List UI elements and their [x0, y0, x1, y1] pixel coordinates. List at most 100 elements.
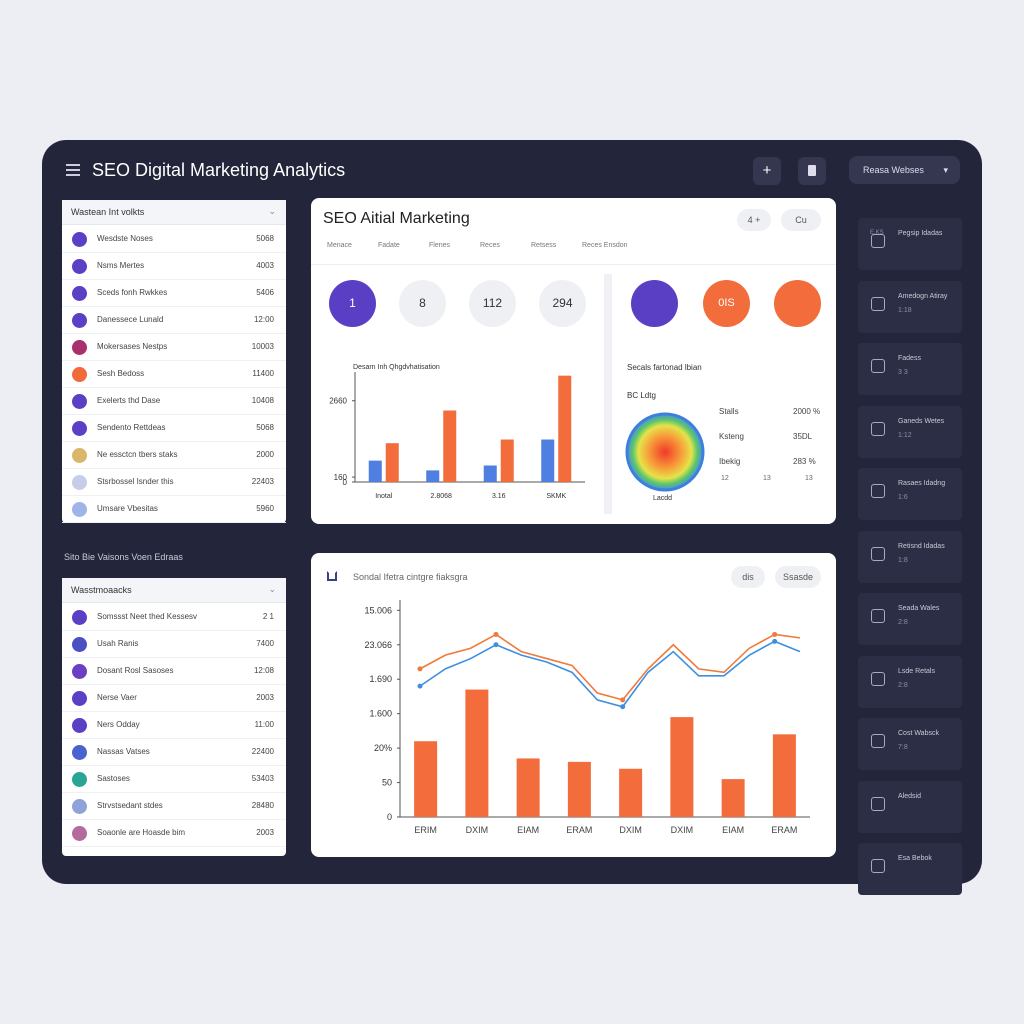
- sidebar-item[interactable]: Rasaes Idadng 1:6: [858, 468, 962, 520]
- list-row[interactable]: Ners Odday 11:00: [62, 712, 286, 739]
- sidebar-item[interactable]: Ganeds Wetes 1:12: [858, 405, 962, 458]
- list-row[interactable]: Sceds fonh Rwkkes 5406: [62, 280, 286, 307]
- sidebar-item[interactable]: Lsde Retals 2:8: [858, 655, 962, 708]
- sidebar-icon: [871, 859, 885, 873]
- icon-circle[interactable]: [774, 280, 821, 327]
- sidebar-label: Ganeds Wetes: [898, 417, 945, 425]
- tab[interactable]: Fadate: [378, 242, 400, 249]
- row-value: 7400: [256, 639, 274, 648]
- row-value: 4003: [256, 261, 274, 270]
- row-label: Somssst Neet thed Kessesv: [97, 612, 198, 621]
- sidebar-item[interactable]: Seada Wales 2:8: [858, 593, 962, 645]
- dropdown[interactable]: Reasa Webses ▾: [849, 156, 960, 184]
- sidebar-item[interactable]: Esa Bebok: [858, 843, 962, 895]
- legend-value: 35DL: [793, 432, 813, 441]
- sidebar-label: Lsde Retals: [898, 667, 935, 675]
- donut-subtitle: BC Ldtg: [627, 391, 656, 400]
- row-label: Strvstsedant stdes: [97, 801, 163, 810]
- row-label: Usah Ranis: [97, 639, 139, 648]
- list-row[interactable]: Nsms Mertes 4003: [62, 253, 286, 280]
- row-value: 5960: [256, 504, 274, 513]
- panel-button[interactable]: Ssasde: [775, 566, 821, 588]
- row-value: 5068: [256, 234, 274, 243]
- chevron[interactable]: ⌄: [268, 206, 276, 216]
- sidebar-label: Rasaes Idadng: [898, 480, 946, 487]
- list-row[interactable]: Nerse Vaer 2003: [62, 685, 286, 712]
- list-row[interactable]: Stsrbossel Isnder this 22403: [62, 469, 286, 496]
- sidebar-item[interactable]: Aledsid: [858, 780, 962, 833]
- divider: [604, 274, 612, 514]
- sidebar-label: Aledsid: [898, 792, 921, 800]
- list-row[interactable]: Sesh Bedoss 11400: [62, 361, 286, 388]
- list-row[interactable]: Mokersases Nestps 10003: [62, 334, 286, 361]
- row-icon: [72, 367, 87, 382]
- add-button[interactable]: +: [753, 157, 781, 185]
- panel-button[interactable]: 4 +: [737, 209, 771, 231]
- row-label: Soaonle are Hoasde bim: [97, 828, 186, 837]
- tab[interactable]: Retsess: [531, 242, 557, 249]
- icon-circle[interactable]: [631, 280, 678, 327]
- panel-button[interactable]: Cu: [781, 209, 821, 231]
- sidebar-label: Fadess: [898, 355, 921, 362]
- sidebar-sub: 1:8: [898, 556, 908, 564]
- row-label: Umsare Vbesitas: [97, 504, 158, 513]
- sidebar-item[interactable]: Amedogn Atiray 1:18: [858, 280, 962, 333]
- list-row[interactable]: Usah Ranis 7400: [62, 631, 286, 658]
- list-row[interactable]: Somssst Neet thed Kessesv 2 1: [62, 604, 286, 631]
- doc-button[interactable]: [798, 157, 826, 185]
- row-icon: [72, 313, 87, 328]
- row-label: Stsrbossel Isnder this: [97, 477, 174, 486]
- sidebar-label: Seada Wales: [898, 605, 940, 612]
- list-row[interactable]: Soaonle are Hoasde bim 2003: [62, 820, 286, 847]
- sidebar-item[interactable]: Pegsip Idadas E.KS: [858, 218, 962, 270]
- stat-circle: 8: [399, 280, 446, 327]
- sidebar-item[interactable]: Fadess 3 3: [858, 343, 962, 395]
- row-label: Wesdste Noses: [97, 234, 153, 243]
- sidebar-label: Cost Wabsck: [898, 730, 939, 737]
- panel-button[interactable]: dis: [731, 566, 765, 588]
- list-row[interactable]: Ne essctcn tbers staks 2000: [62, 442, 286, 469]
- tab[interactable]: Reces: [480, 242, 500, 249]
- sidebar-icon: [871, 671, 885, 686]
- sidebar-sub: 2:8: [898, 681, 908, 689]
- row-icon: [72, 637, 87, 652]
- row-icon: [72, 772, 87, 787]
- panel-title: Sondal Ifetra cintgre fiaksgra: [353, 572, 468, 582]
- sidebar-item[interactable]: Retisnd Idadas 1:8: [858, 530, 962, 583]
- sidebar-icon: [871, 296, 885, 311]
- tab[interactable]: Menace: [327, 242, 352, 249]
- sidebar-icon: [871, 609, 885, 623]
- divider: [311, 264, 836, 265]
- list-row[interactable]: Sastoses 53403: [62, 766, 286, 793]
- list-row[interactable]: Sendento Rettdeas 5068: [62, 415, 286, 442]
- row-icon: [72, 718, 87, 733]
- tab[interactable]: Reces Ensdon: [582, 242, 628, 249]
- list-row[interactable]: Strvstsedant stdes 28480: [62, 793, 286, 820]
- sidebar-label: Amedogn Atiray: [898, 292, 948, 300]
- menu-icon[interactable]: [66, 164, 80, 176]
- list-row[interactable]: Dosant Rosl Sasoses 12:08: [62, 658, 286, 685]
- row-icon: [72, 394, 87, 409]
- list-row[interactable]: Exelerts thd Dase 10408: [62, 388, 286, 415]
- row-label: Nsms Mertes: [97, 261, 145, 270]
- donut-footer: 12: [721, 475, 729, 482]
- chevron[interactable]: ⌄: [268, 584, 276, 594]
- main-panel: SEO Aitial Marketing 4 + Cu Menace Fadate…: [311, 198, 836, 524]
- stat-circle: 112: [469, 280, 516, 327]
- donut-footer: 13: [805, 475, 813, 482]
- tab[interactable]: Flenes: [429, 242, 451, 249]
- sidebar-item[interactable]: Cost Wabsck 7:8: [858, 718, 962, 770]
- icon-circle[interactable]: 0IS: [703, 280, 750, 327]
- list-row[interactable]: Wesdste Noses 5068: [62, 226, 286, 253]
- sidebar-icon: [871, 234, 885, 248]
- legend-label: Ksteng: [719, 432, 744, 441]
- row-icon: [72, 340, 87, 355]
- stat-circle: 294: [539, 280, 586, 327]
- row-icon: [72, 610, 87, 625]
- list-row[interactable]: Nassas Vatses 22400: [62, 739, 286, 766]
- list-row[interactable]: Umsare Vbesitas 5960: [62, 496, 286, 523]
- row-icon: [72, 286, 87, 301]
- list-row[interactable]: Danessece Lunald 12:00: [62, 307, 286, 334]
- donut-caption: Lacdd: [653, 495, 673, 502]
- sidebar-sub: 7:8: [898, 744, 908, 751]
